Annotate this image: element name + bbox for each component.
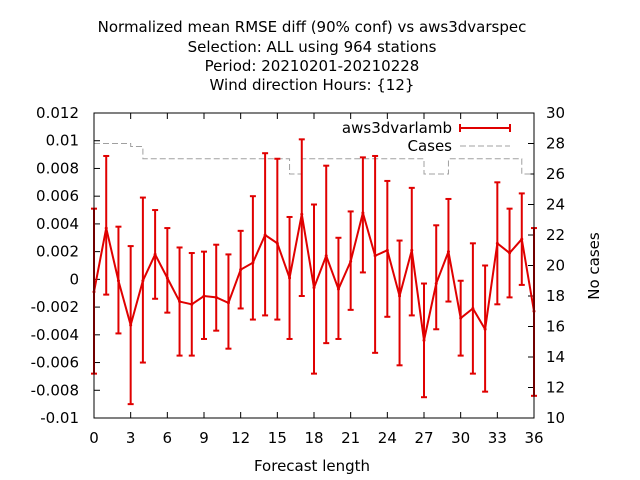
y-tick-label: 0.01 (46, 132, 79, 150)
aws3dvarlamb-series (91, 138, 537, 406)
y-tick-label: -0.002 (31, 298, 79, 316)
x-tick-label: 30 (451, 429, 470, 447)
y2-axis-label: No cases (585, 232, 603, 300)
data-point (251, 261, 255, 265)
data-point (263, 233, 267, 237)
x-tick-label: 3 (126, 429, 136, 447)
y2-tick-label: 30 (546, 104, 565, 122)
y2-tick-label: 22 (546, 226, 565, 244)
data-point (520, 237, 524, 241)
x-tick-label: 9 (199, 429, 209, 447)
data-point (398, 294, 402, 298)
data-point (410, 248, 414, 252)
data-point (373, 254, 377, 258)
x-tick-label: 24 (378, 429, 397, 447)
y-tick-label: -0.008 (31, 381, 79, 399)
data-point (178, 300, 182, 304)
data-point (165, 276, 169, 280)
data-point (324, 254, 328, 258)
x-tick-label: 21 (341, 429, 360, 447)
legend-label-cases: Cases (407, 137, 452, 155)
y-tick-label: 0.008 (36, 159, 79, 177)
data-point (226, 301, 230, 305)
x-tick-label: 6 (163, 429, 173, 447)
data-point (300, 212, 304, 216)
title-line-3: Period: 20210201-20210228 (205, 57, 420, 75)
data-point (422, 338, 426, 342)
data-point (349, 259, 353, 263)
data-point (361, 211, 365, 215)
data-point (471, 306, 475, 310)
data-point (214, 295, 218, 299)
y2-tick-label: 26 (546, 165, 565, 183)
data-point (275, 241, 279, 245)
data-point (446, 250, 450, 254)
title-line-2: Selection: ALL using 964 stations (188, 38, 437, 56)
data-point (495, 241, 499, 245)
y2-tick-label: 20 (546, 257, 565, 275)
y-tick-label: -0.01 (40, 409, 79, 427)
x-tick-label: 33 (488, 429, 507, 447)
y-tick-label: 0 (69, 270, 79, 288)
data-point (459, 316, 463, 320)
y-tick-label: 0.002 (36, 243, 79, 261)
data-point (483, 327, 487, 331)
y-tick-label: 0.012 (36, 104, 79, 122)
data-point (116, 279, 120, 283)
y2-tick-label: 16 (546, 318, 565, 336)
x-axis-ticks: 0 3 6 9 12 15 18 21 24 27 30 33 36 (89, 113, 544, 447)
data-point (141, 279, 145, 283)
data-point (104, 226, 108, 230)
y2-tick-label: 12 (546, 379, 565, 397)
chart-title: Normalized mean RMSE diff (90% conf) vs … (98, 18, 527, 94)
y-axis-ticks: -0.01 -0.008 -0.006 -0.004 -0.002 0 0.002 0.004… (31, 104, 100, 427)
x-axis-label: Forecast length (254, 457, 370, 475)
data-point (239, 268, 243, 272)
data-point (336, 287, 340, 291)
x-tick-label: 27 (414, 429, 433, 447)
x-tick-label: 15 (268, 429, 287, 447)
data-point (508, 251, 512, 255)
data-point (153, 252, 157, 256)
x-tick-label: 0 (89, 429, 99, 447)
y-tick-label: -0.004 (31, 326, 79, 344)
x-tick-label: 36 (524, 429, 543, 447)
data-point (129, 323, 133, 327)
data-point (202, 294, 206, 298)
data-point (312, 286, 316, 290)
y-tick-label: 0.004 (36, 215, 79, 233)
data-point (385, 248, 389, 252)
y2-tick-label: 14 (546, 348, 565, 366)
data-point (288, 276, 292, 280)
y-tick-label: -0.006 (31, 354, 79, 372)
legend-label-aws3dvarlamb: aws3dvarlamb (342, 119, 452, 137)
y2-axis-ticks: 10 12 14 16 18 20 22 24 26 28 30 (528, 104, 565, 427)
plot-frame (93, 112, 535, 419)
y2-tick-label: 10 (546, 409, 565, 427)
data-point (434, 282, 438, 286)
x-tick-label: 18 (304, 429, 323, 447)
data-point (190, 302, 194, 306)
y2-tick-label: 24 (546, 196, 565, 214)
y2-tick-label: 28 (546, 135, 565, 153)
title-line-4: Wind direction Hours: {12} (210, 76, 415, 94)
y-tick-label: 0.006 (36, 187, 79, 205)
title-line-1: Normalized mean RMSE diff (90% conf) vs … (98, 18, 527, 36)
legend: aws3dvarlamb Cases (342, 119, 511, 155)
x-tick-label: 12 (231, 429, 250, 447)
y2-tick-label: 18 (546, 287, 565, 305)
